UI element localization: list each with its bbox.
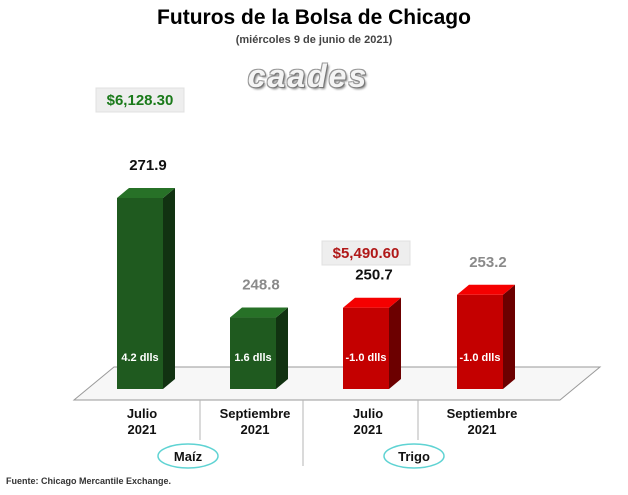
category-label: 2021	[241, 422, 270, 437]
bar	[230, 317, 276, 389]
category-label: 2021	[354, 422, 383, 437]
category-label: Septiembre	[447, 406, 518, 421]
bar-side	[389, 297, 401, 389]
category-label: Septiembre	[220, 406, 291, 421]
source-note: Fuente: Chicago Mercantile Exchange.	[6, 476, 172, 486]
bar-top	[230, 307, 288, 318]
category-label: Julio	[127, 406, 157, 421]
bar-side	[163, 187, 175, 389]
chart-subtitle: (miércoles 9 de junio de 2021)	[235, 34, 393, 46]
group-price: $5,490.60	[333, 245, 400, 262]
category-label: Julio	[353, 406, 383, 421]
group-label: Maíz	[174, 449, 203, 464]
data-label: 250.7	[355, 267, 393, 284]
category-label: 2021	[468, 422, 497, 437]
group-price-box	[95, 87, 185, 113]
bar	[343, 307, 389, 389]
bar-top	[457, 284, 515, 295]
group-price: $6,128.30	[107, 92, 174, 109]
group-label: Trigo	[398, 449, 430, 464]
change-label: -1.0 dlls	[346, 352, 387, 364]
data-label: 253.2	[469, 254, 507, 271]
data-label: 248.8	[242, 277, 280, 294]
caades-logo: caades	[247, 58, 369, 94]
data-label: 271.9	[129, 157, 167, 174]
bar	[117, 197, 163, 389]
bar	[457, 294, 503, 389]
category-label: 2021	[128, 422, 157, 437]
change-label: -1.0 dlls	[460, 352, 501, 364]
group-label-ellipse	[383, 443, 445, 469]
bar-top	[343, 297, 401, 308]
change-label: 1.6 dlls	[234, 352, 271, 364]
group-price-box	[321, 240, 411, 266]
change-label: 4.2 dlls	[121, 352, 158, 364]
group-label-ellipse	[157, 443, 219, 469]
bar-side	[503, 284, 515, 389]
bar-side	[276, 307, 288, 389]
bar-top	[117, 187, 175, 198]
chart-title: Futuros de la Bolsa de Chicago	[157, 6, 471, 29]
